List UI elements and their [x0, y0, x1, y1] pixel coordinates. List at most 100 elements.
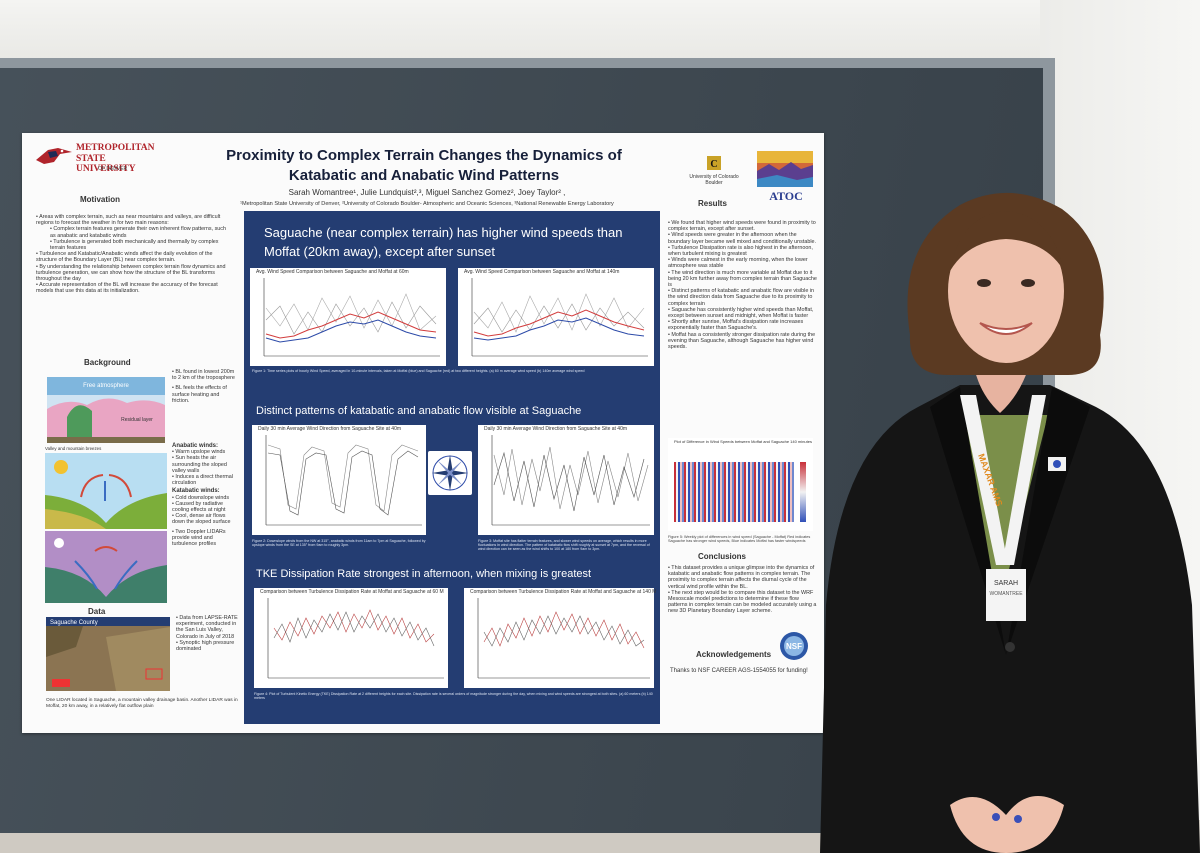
wind-difference-stripe: [756, 462, 758, 522]
plot-title: Daily 30 min Average Wind Direction from…: [258, 426, 402, 432]
wind-difference-stripe: [748, 462, 750, 522]
katabatic-valley-figure: [45, 531, 167, 603]
wind-difference-stripe: [788, 462, 790, 522]
wind-difference-stripe: [700, 462, 702, 522]
title-line-1: Proximity to Complex Terrain Changes the…: [226, 147, 622, 164]
winds-text: Anabatic winds: Warm upslope winds Sun h…: [172, 443, 238, 547]
panel-heading-2: Distinct patterns of katabatic and anaba…: [256, 405, 582, 417]
wind-difference-stripe: [728, 462, 730, 522]
wind-difference-stripe: [706, 462, 708, 522]
wind-difference-stripe: [722, 462, 724, 522]
dissipation-lines-140m: [477, 598, 650, 679]
motivation-text: Areas with complex terrain, such as near…: [36, 214, 232, 295]
residual-layer-label: Residual layer: [121, 417, 153, 423]
plot-title: Comparison between Turbulence Dissipatio…: [470, 589, 657, 595]
wind-difference-stripe: [698, 462, 700, 522]
wind-difference-stripe: [744, 462, 746, 522]
badge-name: SARAH: [994, 580, 1018, 587]
wind-difference-stripe: [708, 462, 710, 522]
wind-difference-plot: Plot of Difference in Wind Speeds betwee…: [668, 438, 813, 531]
title-line-2: Katabatic and Anabatic Wind Patterns: [288, 167, 560, 184]
motivation-heading: Motivation: [80, 195, 120, 204]
wind-difference-stripe: [684, 462, 686, 522]
wind-difference-stripe: [780, 462, 782, 522]
conclusions-bullet: The next step would be to compare this d…: [668, 590, 818, 615]
wind-difference-stripe: [730, 462, 732, 522]
wind-difference-stripe: [768, 462, 770, 522]
wind-difference-stripe: [772, 462, 774, 522]
wind-difference-stripe: [732, 462, 734, 522]
results-heading: Results: [698, 199, 727, 208]
cu-line-1: University of Colorado: [689, 174, 739, 180]
wind-difference-stripe: [784, 462, 786, 522]
results-bullet: Wind speeds were greater in the afternoo…: [668, 232, 818, 244]
atoc-label: ATOC: [769, 189, 803, 203]
dissipation-plot-140m: Comparison between Turbulence Dissipatio…: [464, 588, 657, 688]
motivation-bullet: Accurate representation of the BL will i…: [36, 282, 232, 294]
wind-difference-stripe: [696, 462, 698, 522]
wind-difference-stripe: [786, 462, 788, 522]
bl-bullet: BL found in lowest 200m to 2 km of the t…: [172, 369, 237, 381]
motivation-bullet: By understanding the relationship betwee…: [36, 264, 232, 283]
wind-difference-stripe: [690, 462, 692, 522]
figure-3-caption: Figure 3: Moffat site has flatter terrai…: [478, 539, 650, 552]
results-bullet: The wind direction is much more variable…: [668, 270, 818, 289]
nsf-logo-icon: NSF: [780, 632, 808, 660]
presenter-person: MAXAR AMS SARAH WOMANTREE: [820, 192, 1200, 853]
results-bullet: Saguache has consistently higher wind sp…: [668, 307, 818, 319]
wind-difference-stripe: [682, 462, 684, 522]
map-caption: One LIDAR located in Saguache, a mountai…: [46, 698, 238, 710]
wind-difference-stripe: [752, 462, 754, 522]
wind-direction-lines-saguache: [265, 435, 422, 526]
wind-difference-stripe: [774, 462, 776, 522]
wind-difference-stripe: [726, 462, 728, 522]
lidar-bullet: Two Doppler LIDARs provide wind and turb…: [172, 529, 238, 548]
wind-difference-stripe: [782, 462, 784, 522]
anabatic-bullet: Induces a direct thermal circulation: [172, 474, 238, 486]
wind-difference-stripe: [676, 462, 678, 522]
conclusions-bullet: This dataset provides a unique glimpse i…: [668, 565, 818, 590]
acknowledgements-text: Thanks to NSF CAREER AGS-1554055 for fun…: [670, 668, 808, 674]
wind-difference-stripe: [692, 462, 694, 522]
map-label: Saguache County: [50, 620, 98, 626]
wind-difference-stripe: [760, 462, 762, 522]
wind-difference-stripe: [754, 462, 756, 522]
wind-difference-stripe: [792, 462, 794, 522]
wind-direction-plot-moffat: Daily 30 min Average Wind Direction from…: [478, 425, 654, 535]
wind-difference-bars: [674, 462, 806, 522]
dissipation-lines-60m: [267, 598, 444, 679]
results-text: We found that higher wind speeds were fo…: [668, 220, 818, 350]
svg-text:C: C: [710, 159, 717, 170]
atoc-logo: ATOC: [757, 151, 815, 203]
wind-difference-stripe: [694, 462, 696, 522]
wind-speed-lines-60m: [263, 278, 440, 357]
wind-difference-stripe: [716, 462, 718, 522]
wind-difference-stripe: [710, 462, 712, 522]
wind-direction-lines-moffat: [491, 435, 650, 526]
wind-difference-stripe: [738, 462, 740, 522]
anabatic-bullet: Warm upslope winds: [172, 449, 238, 455]
figure-1-caption: Figure 1: Time series plots of hourly Wi…: [252, 369, 585, 373]
motivation-bullet: Complex terrain features generate their …: [36, 226, 232, 238]
affiliations: ¹Metropolitan State University of Denver…: [240, 201, 614, 207]
results-bullet: We found that higher wind speeds were fo…: [668, 220, 818, 232]
msu-logo: METROPOLITAN STATE UNIVERSITY OF DENVER: [34, 140, 154, 176]
wind-direction-plot-saguache: Daily 30 min Average Wind Direction from…: [252, 425, 426, 535]
anabatic-valley-figure: [45, 453, 167, 529]
wind-difference-stripe: [776, 462, 778, 522]
results-bullet: Winds were calmest in the early morning,…: [668, 257, 818, 269]
plot-title: Comparison between Turbulence Dissipatio…: [260, 589, 444, 595]
results-bullet: Shortly after sunrise, Moffat's dissipat…: [668, 319, 818, 331]
authors: Sarah Womantree¹, Julie Lundquist²,³, Mi…: [288, 188, 566, 197]
wind-difference-stripe: [746, 462, 748, 522]
data-bullet: Data from LAPSE-RATE experiment, conduct…: [176, 615, 240, 640]
figure-2-caption: Figure 2: Downslope winds from the NW at…: [252, 539, 426, 548]
wind-difference-stripe: [718, 462, 720, 522]
background-heading: Background: [84, 358, 131, 367]
conclusions-text: This dataset provides a unique glimpse i…: [668, 565, 818, 615]
wind-difference-stripe: [702, 462, 704, 522]
data-heading: Data: [88, 607, 106, 616]
wind-difference-stripe: [762, 462, 764, 522]
data-text: Data from LAPSE-RATE experiment, conduct…: [176, 615, 240, 652]
katabatic-bullet: Cool, dense air flows down the sloped su…: [172, 513, 238, 525]
